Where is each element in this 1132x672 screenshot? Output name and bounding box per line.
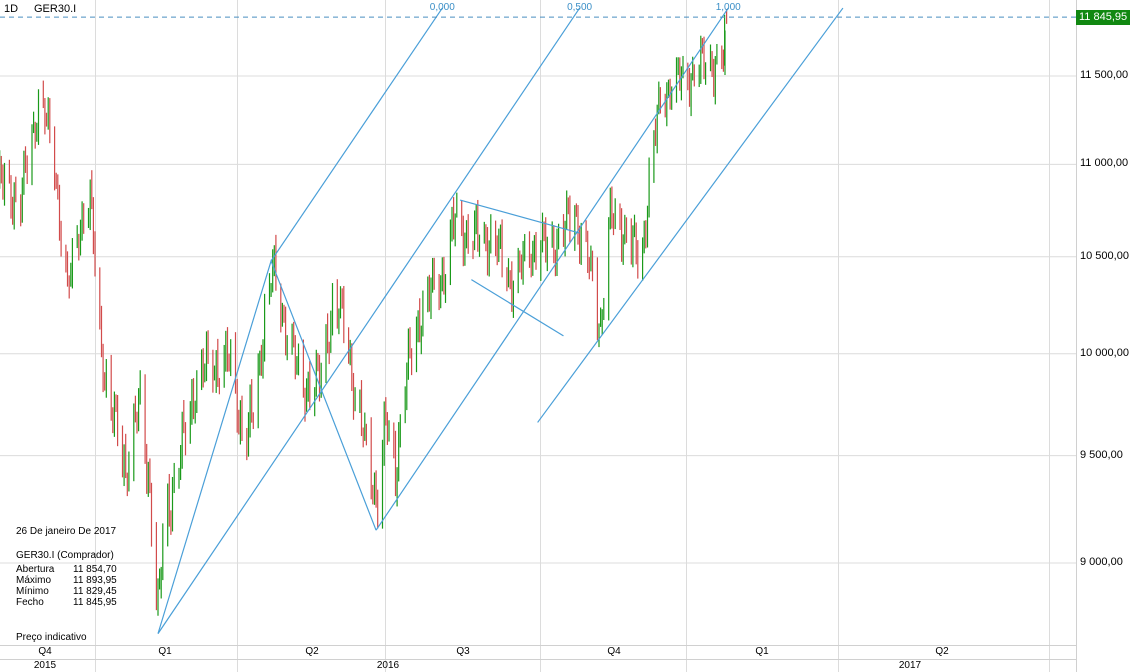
trend-line <box>537 7 844 423</box>
symbol-label[interactable]: GER30.I <box>34 3 77 15</box>
price-tick: 11 500,00 <box>1080 69 1129 81</box>
fib-label-0-5: 0,500 <box>567 2 593 13</box>
info-value-close: 11 845,95 <box>73 597 117 608</box>
info-label-low: Mínimo <box>16 586 49 597</box>
price-tick: 9 000,00 <box>1080 556 1123 569</box>
quarter-label: Q3 <box>456 646 470 657</box>
info-value-open: 11 854,70 <box>73 564 117 575</box>
trend-line <box>471 279 564 337</box>
trend-line <box>459 199 580 234</box>
price-tick: 10 000,00 <box>1080 346 1129 359</box>
year-label: 2016 <box>376 660 400 671</box>
trend-line <box>375 7 729 531</box>
quarter-label: Q1 <box>755 646 769 657</box>
quarter-label: Q2 <box>935 646 949 657</box>
drawings[interactable] <box>157 7 844 634</box>
year-label: 2017 <box>898 660 922 671</box>
info-note: Preço indicativo <box>16 632 87 643</box>
quarter-label: Q2 <box>305 646 319 657</box>
last-price-badge: 11 845,95 <box>1076 10 1131 25</box>
fib-label-1: 1,000 <box>715 2 741 13</box>
info-label-close: Fecho <box>16 597 44 608</box>
fib-label-0: 0,000 <box>429 2 455 13</box>
timeframe-label[interactable]: 1D <box>4 3 19 15</box>
quarter-label: Q4 <box>607 646 621 657</box>
info-label-high: Máximo <box>16 575 52 586</box>
grid-lines <box>0 0 1076 672</box>
price-tick: 11 000,00 <box>1080 157 1129 170</box>
year-label: 2015 <box>33 660 57 671</box>
info-value-high: 11 893,95 <box>73 575 117 586</box>
quarter-label: Q1 <box>158 646 172 657</box>
trend-line <box>157 7 581 634</box>
trend-line <box>270 7 443 262</box>
price-tick: 9 500,00 <box>1080 448 1123 461</box>
quarter-label: Q4 <box>38 646 52 657</box>
price-tick: 10 500,00 <box>1080 249 1129 262</box>
info-instrument: GER30.I (Comprador) <box>16 550 114 561</box>
info-label-open: Abertura <box>16 564 55 575</box>
ohlc-bars <box>0 9 728 616</box>
info-date: 26 De janeiro De 2017 <box>16 526 117 537</box>
info-value-low: 11 829,45 <box>73 586 117 597</box>
